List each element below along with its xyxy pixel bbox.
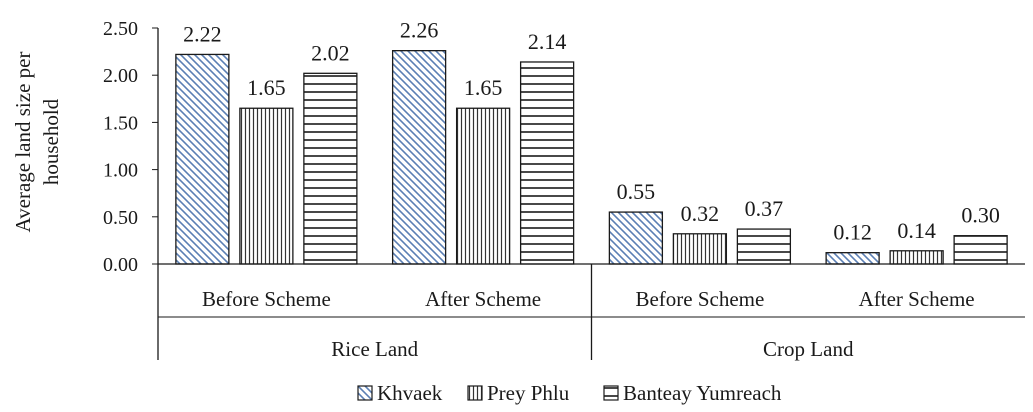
bar-khvaek [175, 53, 230, 265]
x-category-label: After Scheme [859, 287, 975, 311]
x-group-label: Rice Land [331, 337, 418, 361]
data-label: 0.55 [617, 179, 656, 204]
data-label: 0.14 [897, 218, 936, 243]
x-category-label: Before Scheme [202, 287, 331, 311]
y-axis-title-line-2: household [39, 98, 63, 185]
y-tick-label: 1.00 [103, 160, 138, 182]
data-labels: 2.22 1.65 2.02 2.26 1.65 2.14 0.55 0.32 0.37 0.12… [183, 18, 1000, 245]
legend: Khvaek Prey Phlu Banteay Yumreach [357, 381, 782, 405]
bar-banteay-yumreach [303, 72, 358, 265]
y-tick-label: 2.00 [103, 65, 138, 87]
data-label: 2.22 [183, 21, 222, 46]
data-label: 2.02 [311, 40, 350, 65]
y-axis-title-line-1: Average land size per [11, 52, 35, 233]
x-group-label: Crop Land [763, 337, 854, 361]
bar-khvaek [825, 252, 880, 265]
data-label: 0.37 [745, 196, 784, 221]
y-tick-label: 2.50 [103, 18, 138, 40]
bar-khvaek [391, 50, 447, 265]
x-category-label: After Scheme [425, 287, 541, 311]
bar-prey-phlu [455, 107, 511, 265]
legend-label-khvaek: Khvaek [377, 381, 443, 405]
data-label: 2.14 [528, 29, 567, 54]
legend-swatch-prey-phlu [467, 385, 483, 401]
data-label: 0.12 [833, 220, 872, 245]
data-label: 0.32 [681, 201, 720, 226]
data-label: 1.65 [464, 75, 503, 100]
legend-swatch-banteay-yumreach [603, 385, 619, 401]
bar-prey-phlu [889, 250, 944, 265]
legend-swatch-khvaek [357, 385, 373, 401]
bar-banteay-yumreach [953, 235, 1008, 265]
y-tick-label: 0.50 [103, 207, 138, 229]
y-tick-label: 1.50 [103, 112, 138, 134]
x-axis-labels: Before Scheme After Scheme Before Scheme Af… [202, 287, 975, 361]
x-category-label: Before Scheme [635, 287, 764, 311]
y-axis-ticks: 0.00 0.50 1.00 1.50 2.00 2.50 [103, 18, 158, 276]
legend-label-prey-phlu: Prey Phlu [487, 381, 570, 405]
legend-label-banteay-yumreach: Banteay Yumreach [623, 381, 782, 405]
data-label: 0.30 [961, 203, 1000, 228]
bar-khvaek [608, 211, 664, 265]
data-label: 1.65 [247, 75, 286, 100]
bar-banteay-yumreach [736, 228, 792, 265]
y-tick-label: 0.00 [103, 254, 138, 276]
bar-series [175, 50, 1008, 265]
bar-banteay-yumreach [519, 61, 575, 265]
data-label: 2.26 [400, 18, 439, 43]
bar-prey-phlu [239, 107, 294, 265]
bar-prey-phlu [672, 233, 728, 265]
axes [157, 28, 1025, 360]
